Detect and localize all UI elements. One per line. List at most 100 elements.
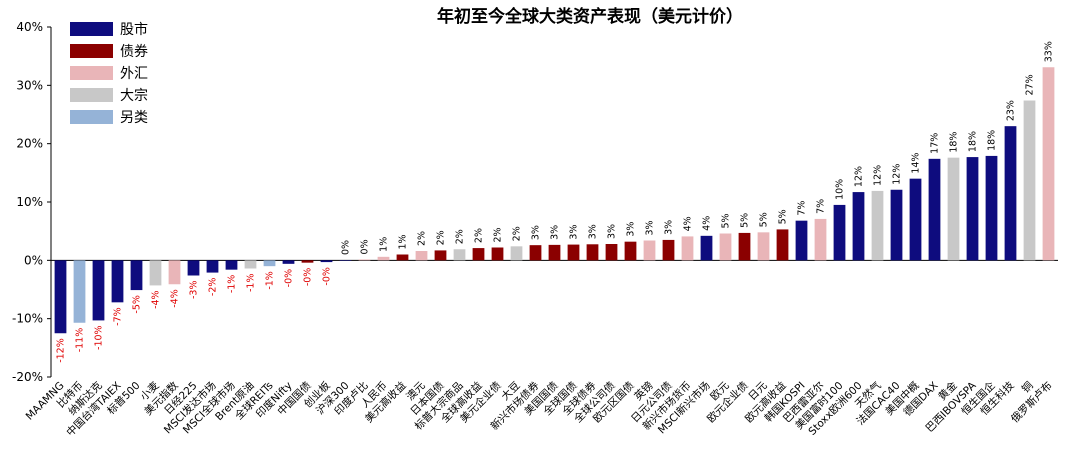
bar xyxy=(833,204,846,261)
bar xyxy=(624,241,637,261)
bar xyxy=(263,260,276,267)
bar xyxy=(605,244,618,261)
bar xyxy=(111,260,124,303)
y-tick-label: 20% xyxy=(16,137,43,151)
bar xyxy=(54,260,67,334)
data-label: 0% xyxy=(360,239,371,254)
data-label: -11% xyxy=(75,328,86,353)
bar xyxy=(320,260,333,263)
data-label: -12% xyxy=(56,338,67,363)
bar xyxy=(149,260,162,286)
bar xyxy=(529,245,542,261)
bar xyxy=(377,256,390,261)
bar xyxy=(130,260,143,291)
bar xyxy=(909,178,922,261)
data-label: 7% xyxy=(797,201,808,216)
bar xyxy=(567,244,580,261)
data-label: 3% xyxy=(588,224,599,239)
bar xyxy=(757,232,770,261)
legend-label: 外汇 xyxy=(120,66,148,82)
legend-swatch xyxy=(70,44,113,58)
data-label: 33% xyxy=(1044,41,1055,62)
data-label: 3% xyxy=(550,225,561,240)
data-label: -0% xyxy=(322,267,333,286)
data-label: -1% xyxy=(227,275,238,294)
bar xyxy=(472,248,485,261)
data-label: -3% xyxy=(189,281,200,300)
bar xyxy=(434,250,447,261)
data-label: -1% xyxy=(246,274,257,293)
data-label: 17% xyxy=(930,133,941,154)
data-label: -10% xyxy=(94,325,105,350)
bar xyxy=(776,229,789,261)
data-label: 2% xyxy=(512,226,523,241)
data-label: 23% xyxy=(1006,100,1017,121)
bar xyxy=(225,260,238,270)
legend-label: 股市 xyxy=(120,21,148,38)
bar xyxy=(662,239,675,261)
bar xyxy=(890,189,903,261)
data-label: 5% xyxy=(721,213,732,228)
data-label: 3% xyxy=(645,220,656,235)
bar xyxy=(491,247,504,261)
data-label: 4% xyxy=(683,216,694,231)
bar xyxy=(206,260,219,273)
bar xyxy=(814,218,827,261)
bar xyxy=(358,259,371,261)
data-label: -4% xyxy=(170,289,181,308)
bar xyxy=(643,240,656,261)
data-label: 18% xyxy=(949,132,960,153)
bar xyxy=(928,158,941,261)
data-label: 5% xyxy=(740,213,751,228)
x-axis-labels: MAAMNG比特币纳斯达克中国台湾TAIEX标普500小麦美元指数日经225MS… xyxy=(24,379,1055,439)
data-label: -0% xyxy=(303,268,314,287)
bar xyxy=(700,235,713,261)
bar xyxy=(738,232,751,261)
bar xyxy=(966,157,979,261)
data-label: 12% xyxy=(892,164,903,185)
legend-label: 另类 xyxy=(120,110,148,126)
data-label: 7% xyxy=(816,199,827,214)
data-label: 18% xyxy=(987,130,998,151)
y-tick-label: 30% xyxy=(16,78,43,92)
legend-swatch xyxy=(70,66,113,80)
data-label: 2% xyxy=(417,231,428,246)
bar xyxy=(548,244,561,261)
data-label: 5% xyxy=(778,209,789,224)
legend-swatch xyxy=(70,22,113,36)
bar xyxy=(396,254,409,261)
legend-swatch xyxy=(70,88,113,102)
data-label: 3% xyxy=(569,225,580,240)
legend-label: 大宗 xyxy=(120,88,148,104)
legend-swatch xyxy=(70,110,113,124)
data-label: -7% xyxy=(113,307,124,326)
bar xyxy=(719,233,732,261)
bar xyxy=(415,251,428,261)
data-label: 1% xyxy=(379,237,390,252)
data-label: -1% xyxy=(265,271,276,290)
y-tick-label: 40% xyxy=(16,20,43,34)
bar xyxy=(1004,126,1017,261)
data-label: -2% xyxy=(208,278,219,297)
bar xyxy=(681,236,694,261)
data-label: 12% xyxy=(854,166,865,187)
data-label: 14% xyxy=(911,153,922,174)
data-label: 4% xyxy=(702,216,713,231)
data-labels: -12% -11% -10%-7%-5% -4% -4% -3% -2% -1% -1% -1% -… xyxy=(56,41,1055,363)
bar xyxy=(187,260,200,276)
y-tick-label: -20% xyxy=(12,370,43,384)
y-tick-label: 0% xyxy=(24,253,43,267)
data-label: 27% xyxy=(1025,74,1036,95)
data-label: 3% xyxy=(607,224,618,239)
bar xyxy=(92,260,105,321)
chart-title: 年初至今全球大类资产表现（美元计价） xyxy=(437,6,743,27)
y-tick-label: 10% xyxy=(16,195,43,209)
y-tick-label: -10% xyxy=(12,312,43,326)
data-label: 3% xyxy=(626,222,637,237)
bar xyxy=(453,249,466,261)
bar xyxy=(168,260,181,285)
bar xyxy=(947,157,960,261)
bar xyxy=(1023,100,1036,261)
legend-label: 债券 xyxy=(120,44,148,60)
